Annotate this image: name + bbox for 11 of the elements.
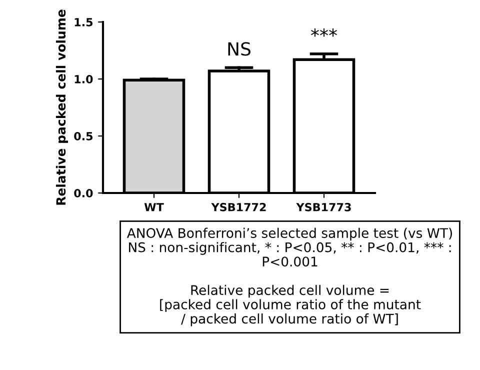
x-tick-label: YSB1773: [296, 202, 351, 212]
x-tick-label: YSB1772: [211, 202, 266, 212]
y-tick-label: 0.0: [74, 188, 93, 198]
annotation: NS: [228, 42, 250, 56]
text: ANOVA Bonferroni’s selected sample test (vs WT) NS : non-significant, * : P<0.05, ** : P<0.01, *** : P<0.001 Relative packed cell volume = [packed cell volume ratio of the mutant / packed cell volume ratio of WT]: [126, 228, 452, 326]
x-tick-label: WT: [144, 203, 164, 212]
y-tick-label: 1.5: [74, 18, 92, 26]
y-tick-label: 1.0: [74, 74, 93, 84]
y-axis-title: Relative packed cell volume: [56, 10, 68, 205]
annotation: ***: [310, 28, 338, 37]
y-tick-label: 0.5: [74, 132, 92, 140]
